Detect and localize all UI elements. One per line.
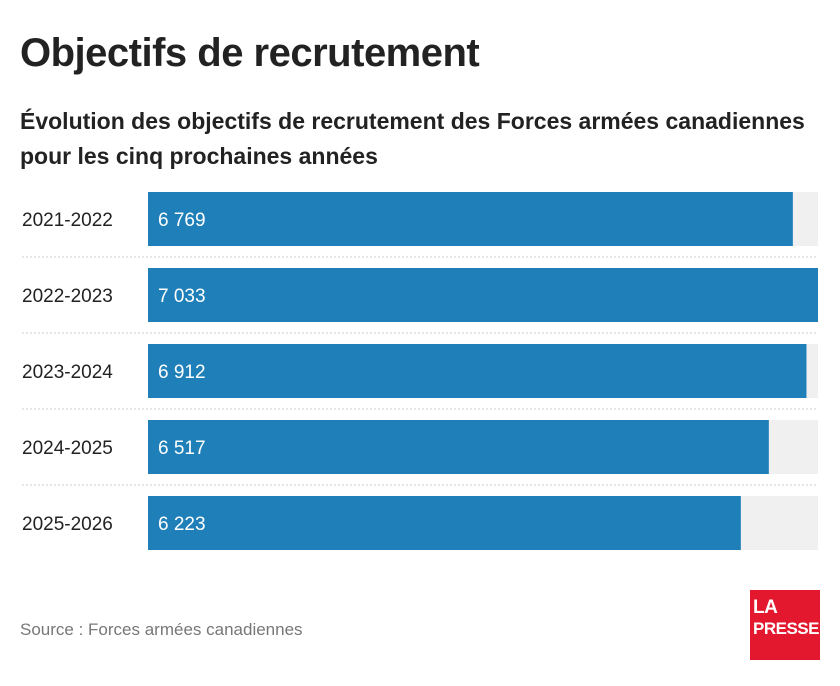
value-label: 6 223 [158, 514, 206, 535]
value-label: 6 769 [158, 210, 206, 231]
category-label: 2022-2023 [22, 286, 113, 307]
chart-title: Objectifs de recrutement [20, 31, 480, 75]
category-label: 2021-2022 [22, 210, 113, 231]
chart-subtitle: Évolution des objectifs de recrutement d… [20, 108, 805, 169]
logo-text-line1: LA [753, 597, 778, 618]
category-label: 2025-2026 [22, 514, 113, 535]
bar-2025-2026 [148, 496, 741, 550]
bar-chart: 2021-2022 6 769 2022-2023 7 033 2023-2024 6 9… [22, 192, 818, 550]
category-label: 2023-2024 [22, 362, 113, 383]
source-note: Source : Forces armées canadiennes [20, 620, 303, 639]
bar-2022-2023 [148, 268, 818, 322]
bar-2024-2025 [148, 420, 769, 474]
value-label: 6 517 [158, 438, 206, 459]
logo-text-line2: PRESSE [753, 619, 819, 638]
value-label: 7 033 [158, 286, 206, 307]
bar-2021-2022 [148, 192, 793, 246]
value-label: 6 912 [158, 362, 206, 383]
category-label: 2024-2025 [22, 438, 113, 459]
bar-2023-2024 [148, 344, 807, 398]
la-presse-logo: LA PRESSE [750, 590, 820, 660]
